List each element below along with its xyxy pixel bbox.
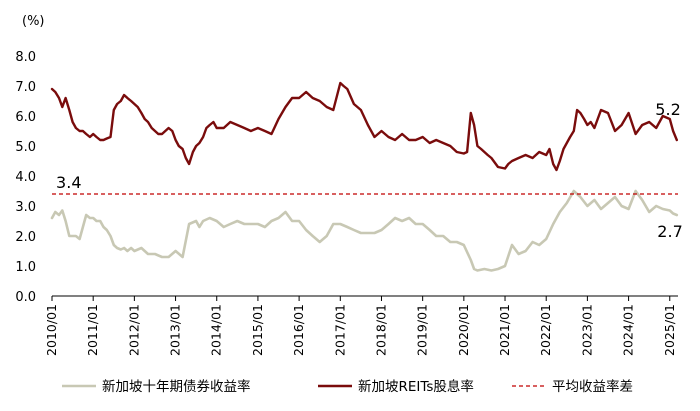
y-tick-label: 5.0: [15, 140, 36, 155]
x-tick-label: 2024/01: [621, 304, 636, 356]
y-axis-ticks: 0.0 1.0 2.0 3.0 4.0 5.0 6.0 7.0 8.0: [15, 50, 36, 305]
x-tick-label: 2023/01: [579, 304, 594, 356]
y-tick-label: 8.0: [15, 50, 36, 65]
y-tick-label: 0.0: [15, 290, 36, 305]
annotation-label: 5.2: [655, 100, 680, 119]
y-tick-label: 7.0: [15, 80, 36, 95]
annotations: 3.4 5.2 2.7: [56, 100, 683, 241]
y-axis-unit-label: (%): [22, 14, 45, 29]
y-tick-label: 6.0: [15, 110, 36, 125]
legend: 新加坡十年期债券收益率 新加坡REITs股息率 平均收益率差: [62, 378, 633, 395]
x-tick-label: 2018/01: [373, 304, 388, 356]
series-line-gov-bond-yield: [50, 189, 679, 272]
x-tick-label: 2012/01: [126, 304, 141, 356]
x-tick-label: 2022/01: [538, 304, 553, 356]
x-tick-label: 2011/01: [85, 304, 100, 356]
x-tick-label: 2021/01: [497, 304, 512, 356]
y-tick-label: 4.0: [15, 170, 36, 185]
x-tick-label: 2020/01: [456, 304, 471, 356]
annotation-label: 3.4: [56, 173, 81, 192]
series-line-reits-dividend-yield: [50, 81, 678, 172]
x-tick-label: 2025/01: [662, 304, 677, 356]
x-tick-label: 2015/01: [250, 304, 265, 356]
x-tick-label: 2013/01: [168, 304, 183, 356]
legend-label: 新加坡十年期债券收益率: [102, 378, 251, 395]
y-tick-label: 3.0: [15, 200, 36, 215]
legend-label: 新加坡REITs股息率: [358, 378, 474, 395]
x-tick-label: 2010/01: [44, 304, 59, 356]
y-tick-label: 1.0: [15, 260, 36, 275]
series-lines: [50, 81, 679, 272]
x-tick-label: 2016/01: [291, 304, 306, 356]
x-tick-label: 2014/01: [209, 304, 224, 356]
legend-label: 平均收益率差: [552, 378, 633, 395]
y-tick-label: 2.0: [15, 230, 36, 245]
x-tick-label: 2019/01: [415, 304, 430, 356]
annotation-label: 2.7: [657, 222, 682, 241]
x-axis-ticks: 2010/01 2011/01 2012/01 2013/01 2014/01 2015/…: [44, 296, 677, 356]
x-tick-label: 2017/01: [332, 304, 347, 356]
